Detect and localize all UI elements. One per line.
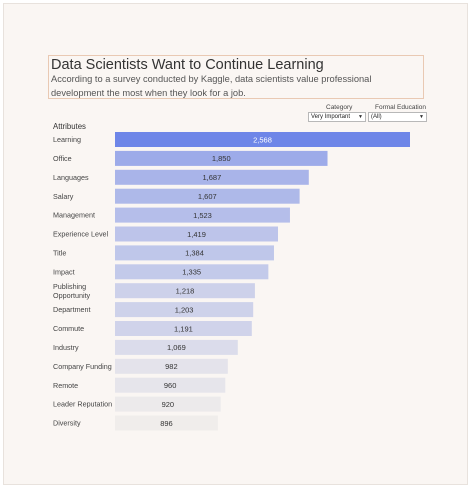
category-label: Commute (53, 324, 84, 333)
bar (115, 150, 328, 166)
bar-value-label: 1,687 (203, 173, 222, 182)
bar-value-label: 1,218 (176, 287, 195, 296)
category-label: Management (53, 211, 95, 220)
bar-value-label: 920 (162, 400, 175, 409)
bar-value-label: 896 (160, 419, 173, 428)
bar-value-label: 1,203 (175, 305, 194, 314)
title-box: Data Scientists Want to Continue Learnin… (48, 55, 424, 99)
bar (115, 302, 254, 318)
bar (115, 169, 309, 185)
bar-value-label: 982 (165, 362, 178, 371)
attributes-header: Attributes (53, 122, 86, 131)
dashboard (3, 3, 468, 485)
chevron-down-icon: ▼ (419, 114, 424, 120)
bar (115, 339, 238, 355)
category-label: Salary (53, 192, 74, 201)
category-label: Department (53, 305, 91, 314)
education-filter-label: Formal Education (375, 104, 426, 111)
category-label: Industry (53, 343, 79, 352)
category-filter-value: Very Important (311, 114, 351, 120)
category-label: Impact (53, 267, 75, 276)
category-label: Learning (53, 135, 81, 144)
category-label: Languages (53, 173, 89, 182)
bar-value-label: 960 (164, 381, 177, 390)
bar-value-label: 1,607 (198, 192, 217, 201)
chart-title: Data Scientists Want to Continue Learnin… (51, 57, 324, 73)
category-label: Diversity (53, 419, 81, 428)
bar-value-label: 1,384 (185, 249, 204, 258)
bar-value-label: 1,419 (187, 230, 206, 239)
education-filter-select[interactable]: (All) ▼ (368, 112, 427, 122)
category-label: Experience Level (53, 230, 109, 239)
category-label: Publishing (53, 282, 86, 291)
bar (115, 377, 226, 393)
education-filter-value: (All) (371, 114, 382, 120)
category-label: Title (53, 249, 66, 258)
category-label: Office (53, 154, 72, 163)
bar (115, 207, 290, 223)
bar-value-label: 1,069 (167, 343, 186, 352)
bar (115, 396, 221, 412)
bar (115, 132, 410, 147)
bar-value-label: 1,335 (182, 268, 201, 277)
category-filter-label: Category (326, 104, 353, 111)
category-label: Company Funding (53, 362, 112, 371)
chart-subtitle: According to a survey conducted by Kaggl… (51, 74, 372, 98)
bar-value-label: 1,191 (174, 324, 193, 333)
bar (115, 245, 274, 261)
category-label: Leader Reputation (53, 400, 112, 409)
bar-value-label: 1,850 (212, 154, 231, 163)
chevron-down-icon: ▼ (358, 114, 363, 120)
bar (115, 264, 269, 280)
bar (115, 188, 300, 204)
category-filter-select[interactable]: Very Important ▼ (308, 112, 366, 122)
bar (115, 358, 228, 374)
bar-value-label: 1,523 (193, 211, 212, 220)
category-label: Remote (53, 381, 78, 390)
category-label: Opportunity (53, 291, 91, 300)
bar (115, 415, 218, 431)
bar (115, 283, 255, 299)
bar (115, 321, 252, 336)
bar-value-label: 2,568 (253, 135, 272, 144)
bar (115, 226, 279, 242)
